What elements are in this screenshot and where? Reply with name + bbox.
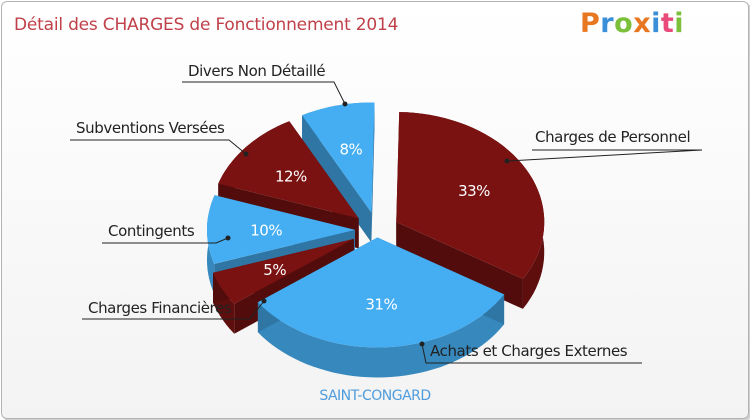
pie-slice xyxy=(207,195,356,264)
pie-slice xyxy=(257,237,505,348)
slice-side xyxy=(371,102,375,243)
proxiti-logo: Proxiti xyxy=(580,8,684,39)
slice-percent-label: 33% xyxy=(458,182,490,200)
logo-letter: o xyxy=(614,8,634,39)
leader-tip xyxy=(419,341,425,347)
commune-name: SAINT-CONGARD xyxy=(319,388,431,404)
leader-tip xyxy=(243,151,249,157)
logo-letter: r xyxy=(600,8,615,39)
pie-slice xyxy=(213,238,354,304)
slice-side xyxy=(257,294,505,378)
slice-category-label: Charges Financières xyxy=(88,299,232,317)
logo-letter: P xyxy=(580,8,601,39)
leader-tip xyxy=(504,158,510,164)
logo-letter: i xyxy=(674,8,685,39)
pie-slice xyxy=(218,121,359,219)
leader-line xyxy=(102,237,229,244)
leader-line xyxy=(82,300,265,320)
logo-letter: t xyxy=(660,8,675,39)
slice-percent-label: 5% xyxy=(263,261,286,279)
slice-percent-label: 8% xyxy=(340,140,363,158)
leader-line xyxy=(70,139,247,155)
leader-line xyxy=(421,343,642,364)
slice-side xyxy=(396,222,523,309)
slice-percent-label: 10% xyxy=(250,222,282,240)
leader-line xyxy=(182,81,346,105)
chart-title: Détail des CHARGES de Fonctionnement 201… xyxy=(14,15,399,35)
leader-tip xyxy=(342,101,348,107)
leader-line xyxy=(506,149,703,162)
pie-slice xyxy=(396,112,545,279)
slice-category-label: Achats et Charges Externes xyxy=(430,342,628,360)
leader-tip xyxy=(261,298,267,304)
slice-category-label: Subventions Versées xyxy=(76,119,225,137)
slice-category-label: Divers Non Détaillé xyxy=(188,62,325,80)
slice-side xyxy=(302,115,372,243)
leader-tip xyxy=(225,235,231,241)
logo-letter: i xyxy=(651,8,661,39)
slice-category-label: Contingents xyxy=(108,222,195,240)
slice-percent-label: 31% xyxy=(365,295,397,313)
slice-tops xyxy=(207,102,545,348)
slice-percent-label: 12% xyxy=(275,168,307,186)
slice-category-label: Charges de Personnel xyxy=(535,128,690,146)
slice-labels: 33% Charges de Personnel 31% Achats et Char… xyxy=(70,62,703,364)
pie-slice xyxy=(302,102,375,213)
logo-letter: x xyxy=(633,8,652,39)
